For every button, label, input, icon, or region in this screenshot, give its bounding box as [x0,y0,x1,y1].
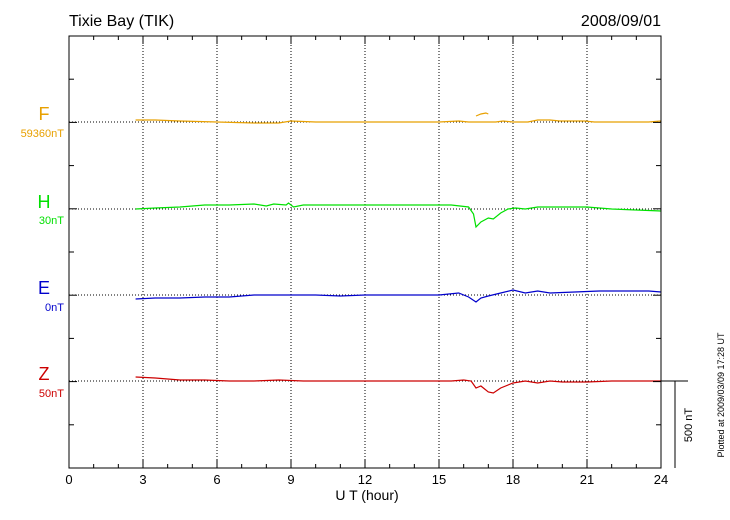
series-trace-H-0 [135,202,662,229]
x-axis-title: U T (hour) [335,487,398,503]
date-label: 2008/09/01 [581,13,661,30]
series-trace-F-0 [135,119,662,124]
series-name-F: F [39,104,50,124]
series-baseline-value-F: 59360nT [21,128,65,140]
x-tick-label-24: 24 [654,472,668,487]
x-tick-label-15: 15 [432,472,446,487]
grid-lines [142,36,588,468]
series-name-Z: Z [39,364,50,384]
series-baseline-value-Z: 50nT [39,388,64,400]
series-trace-Z-0 [135,376,661,394]
scale-bar: 500 nT [661,380,695,468]
series-trace-F-1 [475,112,489,117]
series-baseline-value-H: 30nT [39,215,64,227]
x-tick-labels: 0 3 6 9 12 15 18 21 24 [65,472,668,487]
station-title: Tixie Bay (TIK) [69,13,174,30]
x-tick-label-18: 18 [506,472,520,487]
scale-bar-label: 500 nT [683,408,695,443]
x-tick-label-21: 21 [580,472,594,487]
x-tick-label-9: 9 [287,472,294,487]
series-name-H: H [38,192,51,212]
series-traces [135,112,662,394]
x-tick-label-0: 0 [65,472,72,487]
x-tick-label-6: 6 [213,472,220,487]
plot-timestamp-note: Plotted at 2009/03/09 17:28 UT [716,332,726,458]
series-trace-E-0 [135,289,662,303]
series-labels: F 59360nT H 30nT E 0nT Z 50nT [21,104,65,400]
x-tick-label-3: 3 [139,472,146,487]
axis-ticks [68,35,662,469]
series-name-E: E [38,278,50,298]
series-baseline-value-E: 0nT [45,302,64,314]
x-tick-label-12: 12 [358,472,372,487]
